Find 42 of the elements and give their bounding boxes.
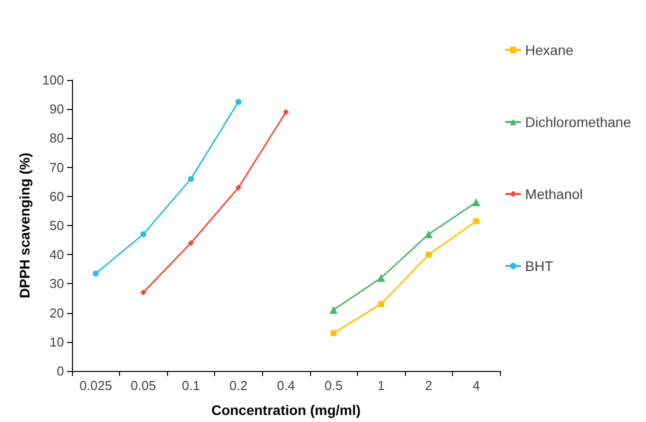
y-tick-label: 80	[50, 130, 64, 146]
point	[92, 270, 99, 277]
x-tick-label: 0.4	[276, 378, 296, 393]
x-tick-label: 1	[377, 378, 385, 393]
y-tick-label: 20	[50, 305, 64, 320]
x-tick-label: 0.5	[324, 378, 343, 393]
x-tick-label: 0.1	[182, 378, 200, 393]
legend-label: Dichloromethane	[525, 114, 632, 130]
y-tick-label: 30	[50, 276, 64, 292]
point	[424, 230, 433, 238]
point	[283, 109, 289, 116]
y-tick-label: 40	[50, 247, 64, 262]
y-tick-label: 50	[50, 218, 64, 233]
legend-label: Hexane	[525, 42, 574, 58]
legend-label: Methanol	[525, 186, 583, 202]
y-tick-label: 0	[56, 364, 64, 378]
y-tick-label: 60	[50, 188, 64, 204]
point	[330, 306, 338, 314]
x-axis-title: Concentration (mg/ml)	[211, 402, 361, 418]
point	[140, 231, 146, 238]
point	[188, 240, 194, 246]
point	[426, 252, 432, 258]
point	[235, 98, 242, 105]
point	[140, 289, 146, 296]
point	[377, 274, 386, 282]
y-tick-label: 70	[50, 160, 64, 175]
point	[235, 184, 242, 191]
y-axis-title: DPPH scavenging (%)	[16, 152, 32, 298]
point	[473, 218, 480, 224]
x-tick-label: 0.05	[130, 378, 156, 393]
x-tick-label: 2	[425, 378, 432, 393]
x-tick-label: 4	[472, 378, 480, 393]
y-tick-label: 10	[50, 334, 64, 350]
legend-label: BHT	[525, 258, 554, 274]
point	[378, 301, 384, 308]
y-tick-label: 100	[42, 72, 64, 88]
x-tick-label: 0.025	[80, 378, 112, 393]
x-tick-label: 0.2	[229, 378, 248, 393]
point	[188, 176, 194, 182]
point	[472, 198, 480, 206]
y-tick-label: 90	[50, 102, 64, 117]
point	[330, 330, 337, 336]
